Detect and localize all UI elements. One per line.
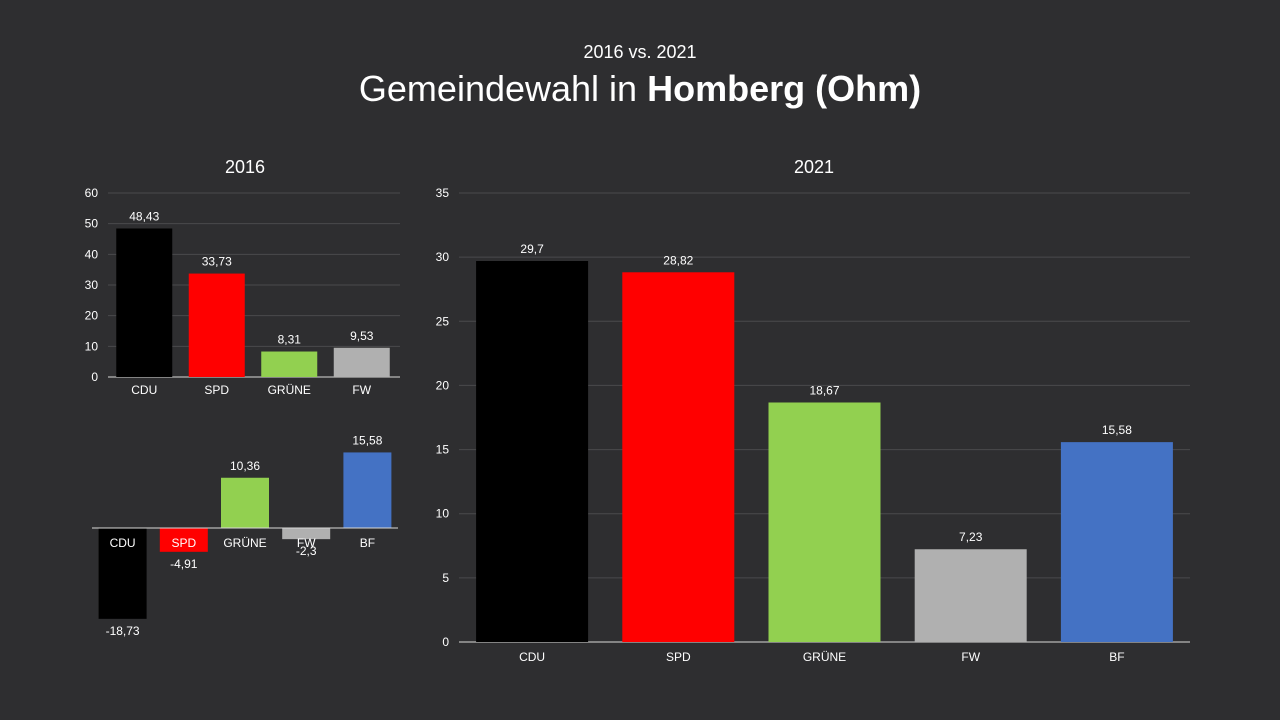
category-label: GRÜNE xyxy=(803,650,846,664)
bar-spd xyxy=(622,272,735,642)
y-tick-label: 35 xyxy=(436,186,450,200)
category-label: FW xyxy=(297,536,316,550)
category-label: SPD xyxy=(171,536,196,550)
bar-grüne xyxy=(221,477,269,528)
bar-cdu xyxy=(116,228,173,377)
bar-cdu xyxy=(98,528,147,619)
data-label: -4,91 xyxy=(170,557,198,571)
data-label: 29,7 xyxy=(520,242,544,256)
bar-cdu xyxy=(476,260,589,642)
title-prefix: Gemeindewahl in xyxy=(358,68,638,109)
chart-title: 2016 xyxy=(225,157,265,177)
category-label: CDU xyxy=(519,650,545,664)
category-label: FW xyxy=(352,383,371,397)
y-tick-label: 20 xyxy=(436,378,450,392)
y-tick-label: 40 xyxy=(85,247,99,261)
title-place: Homberg (Ohm) xyxy=(647,68,922,109)
page-title: Gemeindewahl in Homberg (Ohm) xyxy=(0,68,1280,110)
y-tick-label: 5 xyxy=(442,571,449,585)
bar-spd xyxy=(159,528,208,552)
category-label: BF xyxy=(360,536,375,550)
y-tick-label: 0 xyxy=(442,635,449,649)
bar-bf xyxy=(1060,442,1173,642)
category-label: SPD xyxy=(204,383,229,397)
data-label: 15,58 xyxy=(1102,423,1132,437)
y-tick-label: 0 xyxy=(91,370,98,384)
data-label: -18,73 xyxy=(106,624,140,638)
y-tick-label: 50 xyxy=(85,217,99,231)
y-tick-label: 60 xyxy=(85,186,99,200)
category-label: FW xyxy=(961,650,980,664)
y-tick-label: 30 xyxy=(85,278,99,292)
bar-spd xyxy=(188,273,245,377)
data-label: 18,67 xyxy=(809,383,839,397)
category-label: GRÜNE xyxy=(223,536,266,550)
bar-bf xyxy=(343,452,392,528)
y-tick-label: 30 xyxy=(436,250,450,264)
data-label: -2,3 xyxy=(296,544,317,558)
y-tick-label: 10 xyxy=(436,507,450,521)
y-tick-label: 20 xyxy=(85,309,99,323)
category-label: GRÜNE xyxy=(268,383,311,397)
category-label: SPD xyxy=(666,650,691,664)
data-label: 15,58 xyxy=(352,433,382,447)
bar-grüne xyxy=(261,351,318,377)
y-tick-label: 25 xyxy=(436,314,450,328)
page-subtitle: 2016 vs. 2021 xyxy=(583,42,697,62)
bar-fw xyxy=(282,528,331,540)
category-label: BF xyxy=(1109,650,1124,664)
data-label: 9,53 xyxy=(350,329,374,343)
y-tick-label: 15 xyxy=(436,443,450,457)
chart-title: 2021 xyxy=(794,157,834,177)
bar-fw xyxy=(914,549,1027,642)
category-label: CDU xyxy=(131,383,157,397)
bar-grüne xyxy=(768,402,881,642)
data-label: 28,82 xyxy=(663,253,693,267)
data-label: 7,23 xyxy=(959,530,983,544)
data-label: 10,36 xyxy=(230,459,260,473)
data-label: 48,43 xyxy=(129,209,159,223)
bar-fw xyxy=(333,347,390,377)
category-label: CDU xyxy=(110,536,136,550)
data-label: 33,73 xyxy=(202,255,232,269)
y-tick-label: 10 xyxy=(85,339,99,353)
data-label: 8,31 xyxy=(278,333,302,347)
